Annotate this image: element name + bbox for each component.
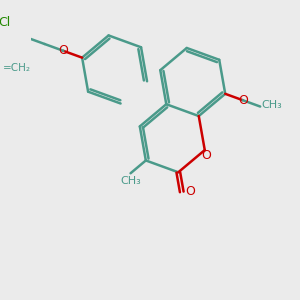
Text: O: O — [201, 149, 211, 162]
Text: O: O — [238, 94, 248, 107]
Text: =CH₂: =CH₂ — [3, 63, 31, 73]
Text: O: O — [185, 185, 195, 198]
Text: O: O — [58, 44, 68, 57]
Text: CH₃: CH₃ — [120, 176, 141, 186]
Text: CH₃: CH₃ — [262, 100, 282, 110]
Text: Cl: Cl — [0, 16, 11, 29]
